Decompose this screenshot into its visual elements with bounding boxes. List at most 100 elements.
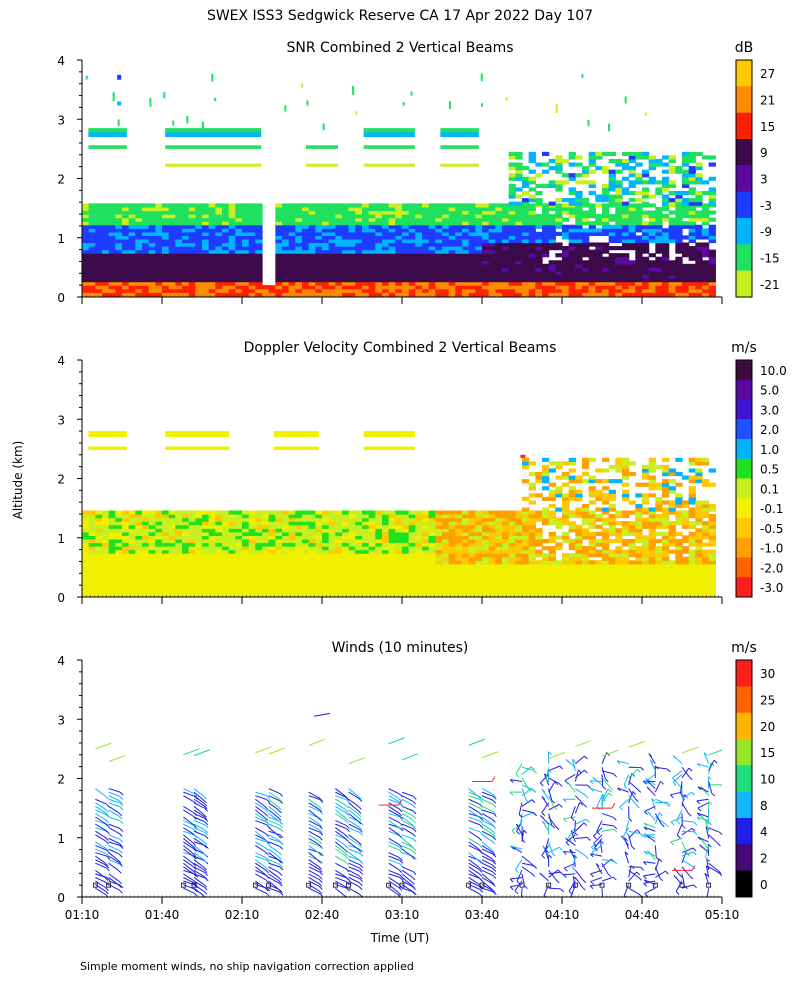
- snr-cell: [188, 221, 196, 226]
- doppler-cell: [615, 461, 623, 466]
- doppler-cell: [288, 514, 296, 519]
- doppler-cell: [375, 535, 383, 540]
- doppler-cell: [162, 521, 170, 526]
- snr-cell: [362, 263, 370, 268]
- snr-cell: [448, 263, 456, 268]
- doppler-cell: [428, 578, 436, 583]
- doppler-cell: [342, 517, 350, 522]
- snr-cell: [395, 267, 403, 272]
- snr-cell: [688, 270, 696, 276]
- snr-cell: [515, 285, 523, 290]
- snr-cell: [362, 231, 370, 236]
- snr-cell: [162, 246, 170, 251]
- doppler-cell: [102, 553, 110, 558]
- snr-cell: [422, 210, 430, 215]
- doppler-cell: [682, 549, 690, 554]
- snr-cell: [202, 260, 210, 265]
- doppler-cell: [122, 578, 130, 583]
- doppler-cell: [528, 493, 536, 498]
- doppler-cell: [368, 514, 376, 519]
- snr-cell: [508, 249, 516, 254]
- snr-cell: [195, 256, 203, 261]
- doppler-cell: [415, 535, 423, 540]
- snr-cell: [455, 263, 463, 268]
- snr-cell: [175, 206, 183, 212]
- snr-cell: [368, 242, 376, 247]
- snr-cell: [502, 267, 510, 272]
- snr-cell: [635, 285, 643, 290]
- doppler-cell: [288, 574, 296, 579]
- doppler-cell: [488, 514, 496, 519]
- doppler-cell: [375, 567, 383, 572]
- snr-cell: [515, 169, 523, 174]
- snr-cell: [148, 249, 156, 254]
- snr-cell: [595, 198, 603, 203]
- snr-cell: [288, 267, 296, 272]
- doppler-cell: [268, 581, 276, 586]
- snr-cell: [568, 224, 576, 229]
- snr-cell: [355, 278, 363, 283]
- snr-cell: [222, 228, 230, 233]
- doppler-cell: [182, 510, 190, 515]
- snr-cell: [348, 224, 356, 229]
- doppler-cell: [95, 585, 103, 590]
- doppler-cell: [142, 588, 150, 593]
- doppler-cell: [415, 549, 423, 554]
- doppler-cell: [662, 585, 670, 590]
- snr-cell: [115, 206, 123, 212]
- doppler-cell: [535, 549, 543, 554]
- snr-cell: [162, 249, 170, 254]
- doppler-cell: [628, 581, 636, 586]
- doppler-cell: [148, 514, 156, 519]
- snr-cell: [662, 194, 670, 199]
- doppler-cell: [188, 531, 196, 536]
- doppler-cell: [655, 581, 663, 586]
- snr-cell: [495, 278, 503, 283]
- doppler-cell: [228, 514, 236, 519]
- snr-cell: [368, 260, 376, 265]
- doppler-cell: [675, 553, 683, 558]
- doppler-cell: [275, 592, 283, 597]
- snr-cell: [615, 281, 623, 286]
- snr-cell: [462, 228, 470, 233]
- snr-cell: [328, 278, 336, 283]
- snr-cell: [368, 231, 376, 236]
- doppler-cell: [642, 553, 650, 558]
- snr-cell: [435, 288, 443, 293]
- doppler-cell: [668, 468, 676, 473]
- snr-cell: [508, 187, 516, 192]
- doppler-cell: [175, 578, 183, 583]
- doppler-cell: [335, 521, 343, 526]
- doppler-cell: [182, 528, 190, 533]
- doppler-cell: [455, 563, 463, 568]
- doppler-cell: [375, 538, 383, 544]
- doppler-cell: [368, 546, 376, 551]
- snr-cell: [688, 246, 696, 251]
- snr-cell: [442, 210, 450, 215]
- snr-cell: [222, 285, 230, 290]
- snr-cell: [142, 221, 150, 226]
- snr-cell: [355, 256, 363, 261]
- snr-cell: [422, 253, 430, 258]
- snr-cell: [508, 183, 516, 188]
- doppler-cell: [575, 475, 583, 480]
- doppler-cell: [482, 563, 490, 568]
- snr-cell: [622, 176, 630, 181]
- snr-cell: [388, 274, 396, 279]
- doppler-cell: [442, 546, 450, 551]
- doppler-cell: [502, 524, 510, 529]
- snr-cell: [415, 217, 423, 222]
- doppler-cell: [688, 574, 696, 579]
- snr-cell: [682, 288, 690, 293]
- doppler-cell: [502, 546, 510, 551]
- doppler-cell: [335, 531, 343, 536]
- doppler-cell: [515, 560, 523, 565]
- doppler-cell: [328, 553, 336, 558]
- snr-cell: [542, 217, 550, 222]
- doppler-cell: [362, 556, 370, 561]
- snr-cell: [542, 238, 550, 244]
- snr-cell: [222, 221, 230, 226]
- doppler-cell: [595, 517, 603, 522]
